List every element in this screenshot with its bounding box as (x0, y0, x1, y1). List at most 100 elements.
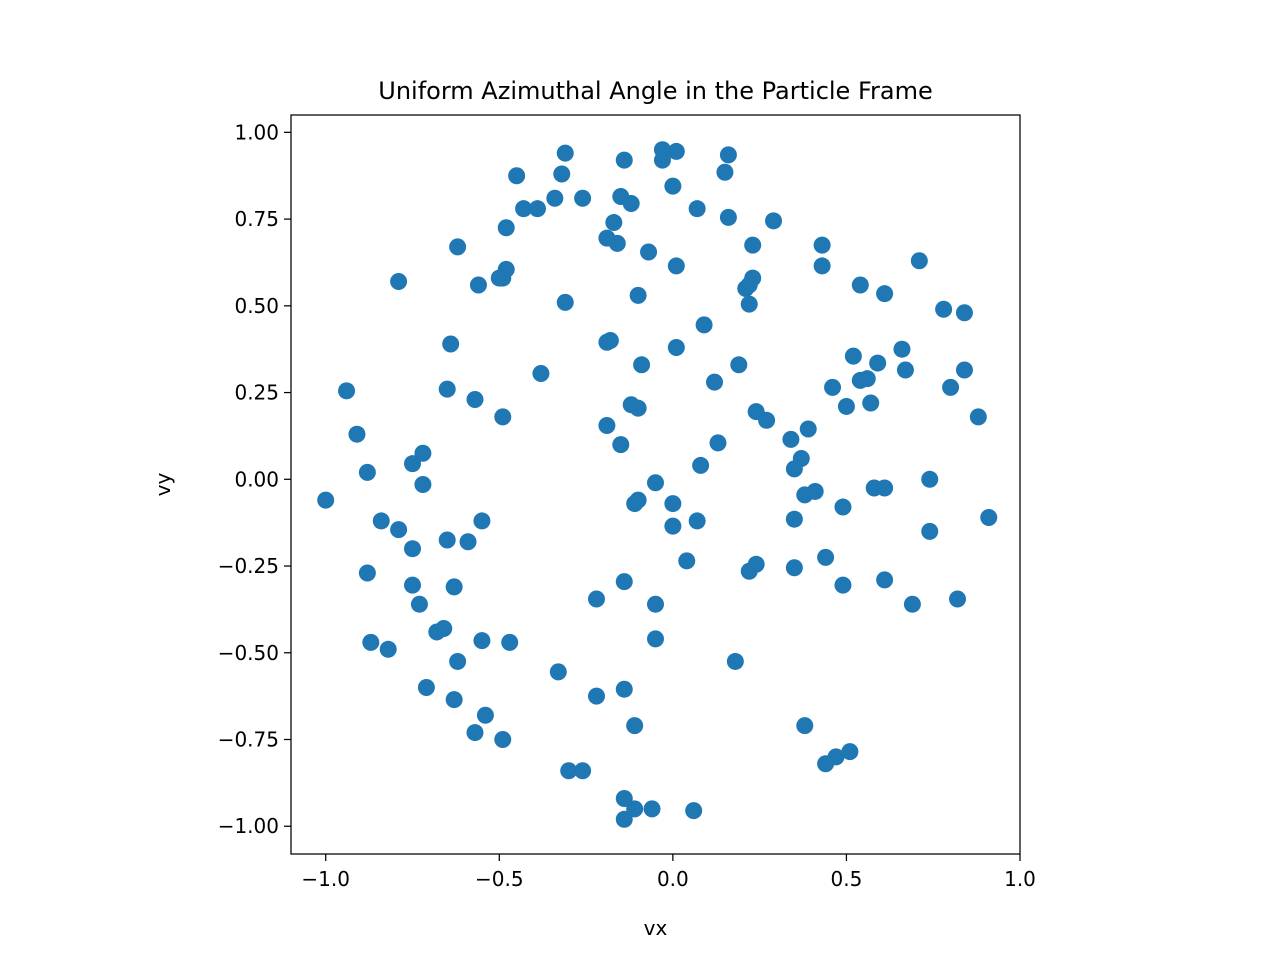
y-tick-label: 0.00 (234, 467, 279, 491)
data-point (758, 411, 776, 429)
data-point (716, 163, 734, 181)
data-point (605, 214, 623, 232)
data-point (556, 144, 574, 162)
data-point (608, 234, 626, 252)
data-point (692, 456, 710, 474)
data-point (414, 476, 432, 493)
data-point (869, 354, 887, 372)
data-point (626, 495, 644, 513)
data-point (410, 595, 428, 613)
data-point (556, 293, 574, 311)
data-point (442, 335, 460, 353)
data-point (667, 257, 685, 275)
data-point (664, 495, 682, 513)
data-point (647, 595, 664, 613)
data-point (765, 212, 783, 230)
data-point (348, 425, 366, 443)
data-point (782, 430, 800, 448)
data-point (678, 552, 696, 570)
data-point (612, 436, 630, 454)
data-point (445, 578, 463, 596)
data-point (903, 595, 921, 613)
data-point (615, 151, 633, 169)
data-point (817, 755, 835, 773)
data-point (629, 286, 647, 304)
data-point (740, 295, 758, 313)
data-point (640, 243, 658, 261)
data-point (633, 356, 651, 374)
data-point (615, 789, 633, 807)
data-point (740, 562, 758, 580)
data-point (546, 189, 564, 207)
x-tick-label: 0.0 (657, 867, 689, 891)
data-point (688, 512, 706, 530)
data-point (969, 408, 987, 426)
data-point (726, 652, 744, 670)
data-point (719, 146, 737, 164)
data-point (876, 571, 894, 589)
data-point (473, 632, 491, 650)
data-point (841, 743, 859, 761)
data-point (935, 300, 953, 318)
data-point (921, 470, 939, 488)
data-point (664, 517, 682, 535)
data-point (338, 382, 356, 400)
data-point (494, 408, 512, 426)
y-tick-label: 0.75 (234, 207, 279, 231)
data-point (528, 200, 546, 218)
data-point (744, 236, 762, 254)
data-point (449, 238, 467, 256)
data-point (876, 479, 894, 497)
data-point (598, 333, 616, 351)
data-point (494, 731, 512, 749)
data-point (667, 338, 685, 356)
data-point (837, 397, 855, 415)
data-point (955, 361, 973, 379)
data-point (796, 486, 814, 504)
data-point (404, 455, 421, 473)
data-point (449, 652, 467, 670)
data-point (622, 194, 640, 212)
data-point (615, 680, 633, 698)
data-point (574, 189, 592, 207)
y-axis-ticks: −1.00 −0.75 −0.50 −0.25 0.00 0.25 0.50 0.75 1.00 (218, 120, 291, 838)
points-layer (317, 141, 998, 828)
data-point (664, 177, 682, 195)
data-point (414, 444, 432, 462)
data-point (876, 285, 894, 303)
y-tick-label: 0.50 (234, 294, 279, 318)
x-tick-label: −0.5 (475, 867, 524, 891)
data-point (358, 564, 376, 582)
data-point (428, 623, 446, 641)
data-point (469, 276, 487, 294)
y-tick-label: −0.25 (218, 554, 279, 578)
data-point (379, 640, 397, 658)
data-point (851, 371, 869, 389)
data-point (980, 508, 998, 526)
y-tick-label: −0.50 (218, 641, 279, 665)
data-point (799, 420, 817, 438)
data-point (553, 165, 571, 183)
data-point (615, 573, 633, 591)
data-point (896, 361, 914, 379)
data-point (851, 276, 869, 294)
data-point (706, 373, 724, 391)
data-point (834, 576, 852, 594)
data-point (817, 548, 835, 566)
data-point (417, 678, 435, 696)
data-point (893, 340, 911, 358)
data-point (549, 663, 567, 681)
data-point (653, 151, 671, 169)
data-point (404, 540, 421, 558)
y-axis-label: vy (151, 473, 175, 497)
x-axis-label: vx (644, 916, 668, 940)
data-point (796, 717, 814, 735)
data-point (626, 717, 644, 735)
data-point (695, 316, 713, 334)
data-point (466, 724, 484, 742)
data-point (955, 304, 973, 322)
data-point (629, 399, 647, 417)
data-point (587, 687, 605, 705)
